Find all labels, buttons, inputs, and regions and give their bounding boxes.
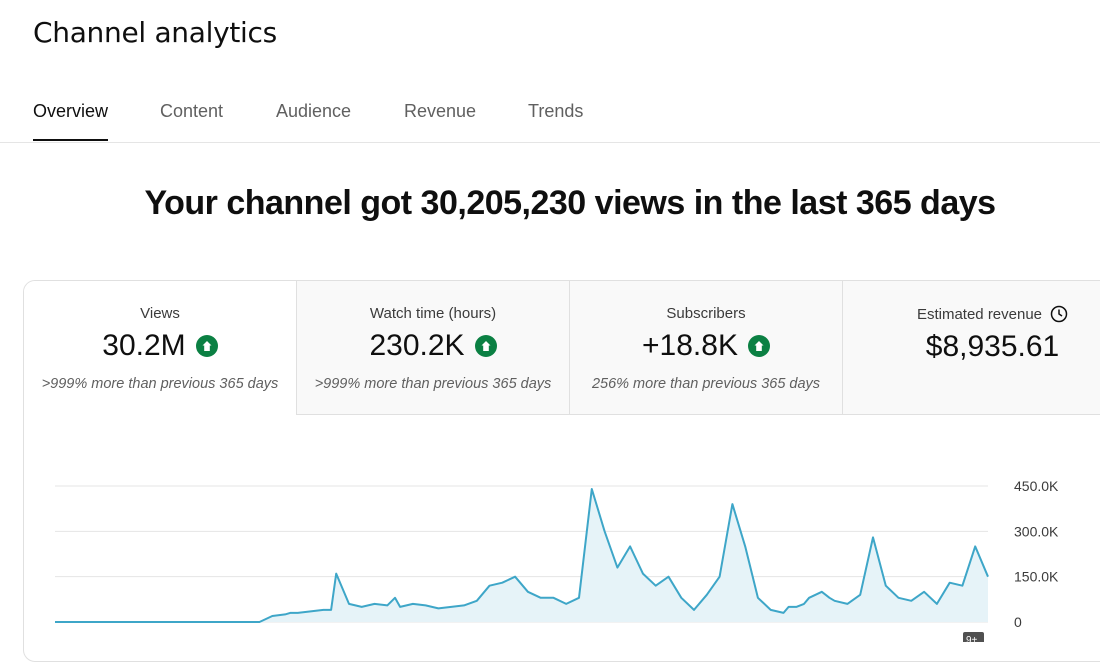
- metric-watch-time[interactable]: Watch time (hours) 230.2K >999% more tha…: [297, 281, 570, 415]
- metric-value: 230.2K: [369, 329, 465, 362]
- tab-overview[interactable]: Overview: [33, 92, 109, 141]
- metric-change: >999% more than previous 365 days: [314, 376, 552, 392]
- tab-bar: Overview Content Audience Revenue Trends: [0, 92, 1100, 143]
- metric-change: >999% more than previous 365 days: [41, 376, 279, 392]
- page-title: Channel analytics: [33, 16, 277, 49]
- svg-text:9+: 9+: [966, 635, 978, 642]
- arrow-up-icon: [747, 335, 770, 357]
- summary-headline: Your channel got 30,205,230 views in the…: [144, 184, 996, 222]
- metric-label: Views: [140, 305, 180, 322]
- views-line: [55, 488, 989, 623]
- chart-corner-badge: 9+: [963, 632, 984, 642]
- tab-content[interactable]: Content: [160, 101, 224, 121]
- tab-revenue[interactable]: Revenue: [404, 101, 477, 121]
- metric-label: Watch time (hours): [369, 305, 497, 322]
- metric-value: $8,935.61: [925, 330, 1060, 363]
- arrow-up-icon: [474, 335, 497, 357]
- y-tick-label: 450.0K: [1014, 478, 1059, 494]
- metric-views[interactable]: Views 30.2M >999% more than previous 365…: [24, 281, 297, 415]
- clock-icon[interactable]: [1050, 305, 1068, 323]
- y-tick-label: 300.0K: [1014, 523, 1059, 539]
- tab-trends[interactable]: Trends: [528, 101, 584, 121]
- y-tick-label: 0: [1014, 614, 1022, 630]
- metric-label: Estimated revenue: [916, 305, 1043, 323]
- views-chart: 450.0K 300.0K 150.0K 0 9+: [55, 478, 1059, 642]
- tab-audience[interactable]: Audience: [276, 101, 352, 121]
- views-area: [55, 489, 988, 622]
- metric-subscribers[interactable]: Subscribers +18.8K 256% more than previo…: [570, 281, 843, 415]
- metric-change: 256% more than previous 365 days: [591, 376, 821, 392]
- metric-estimated-revenue[interactable]: Estimated revenue $8,935.61: [843, 281, 1100, 415]
- metrics-card: Views 30.2M >999% more than previous 365…: [23, 280, 1100, 662]
- metric-value: +18.8K: [642, 329, 738, 362]
- y-tick-label: 150.0K: [1014, 569, 1059, 585]
- metric-value: 30.2M: [102, 329, 186, 362]
- metric-label: Subscribers: [666, 305, 746, 322]
- arrow-up-icon: [195, 335, 218, 357]
